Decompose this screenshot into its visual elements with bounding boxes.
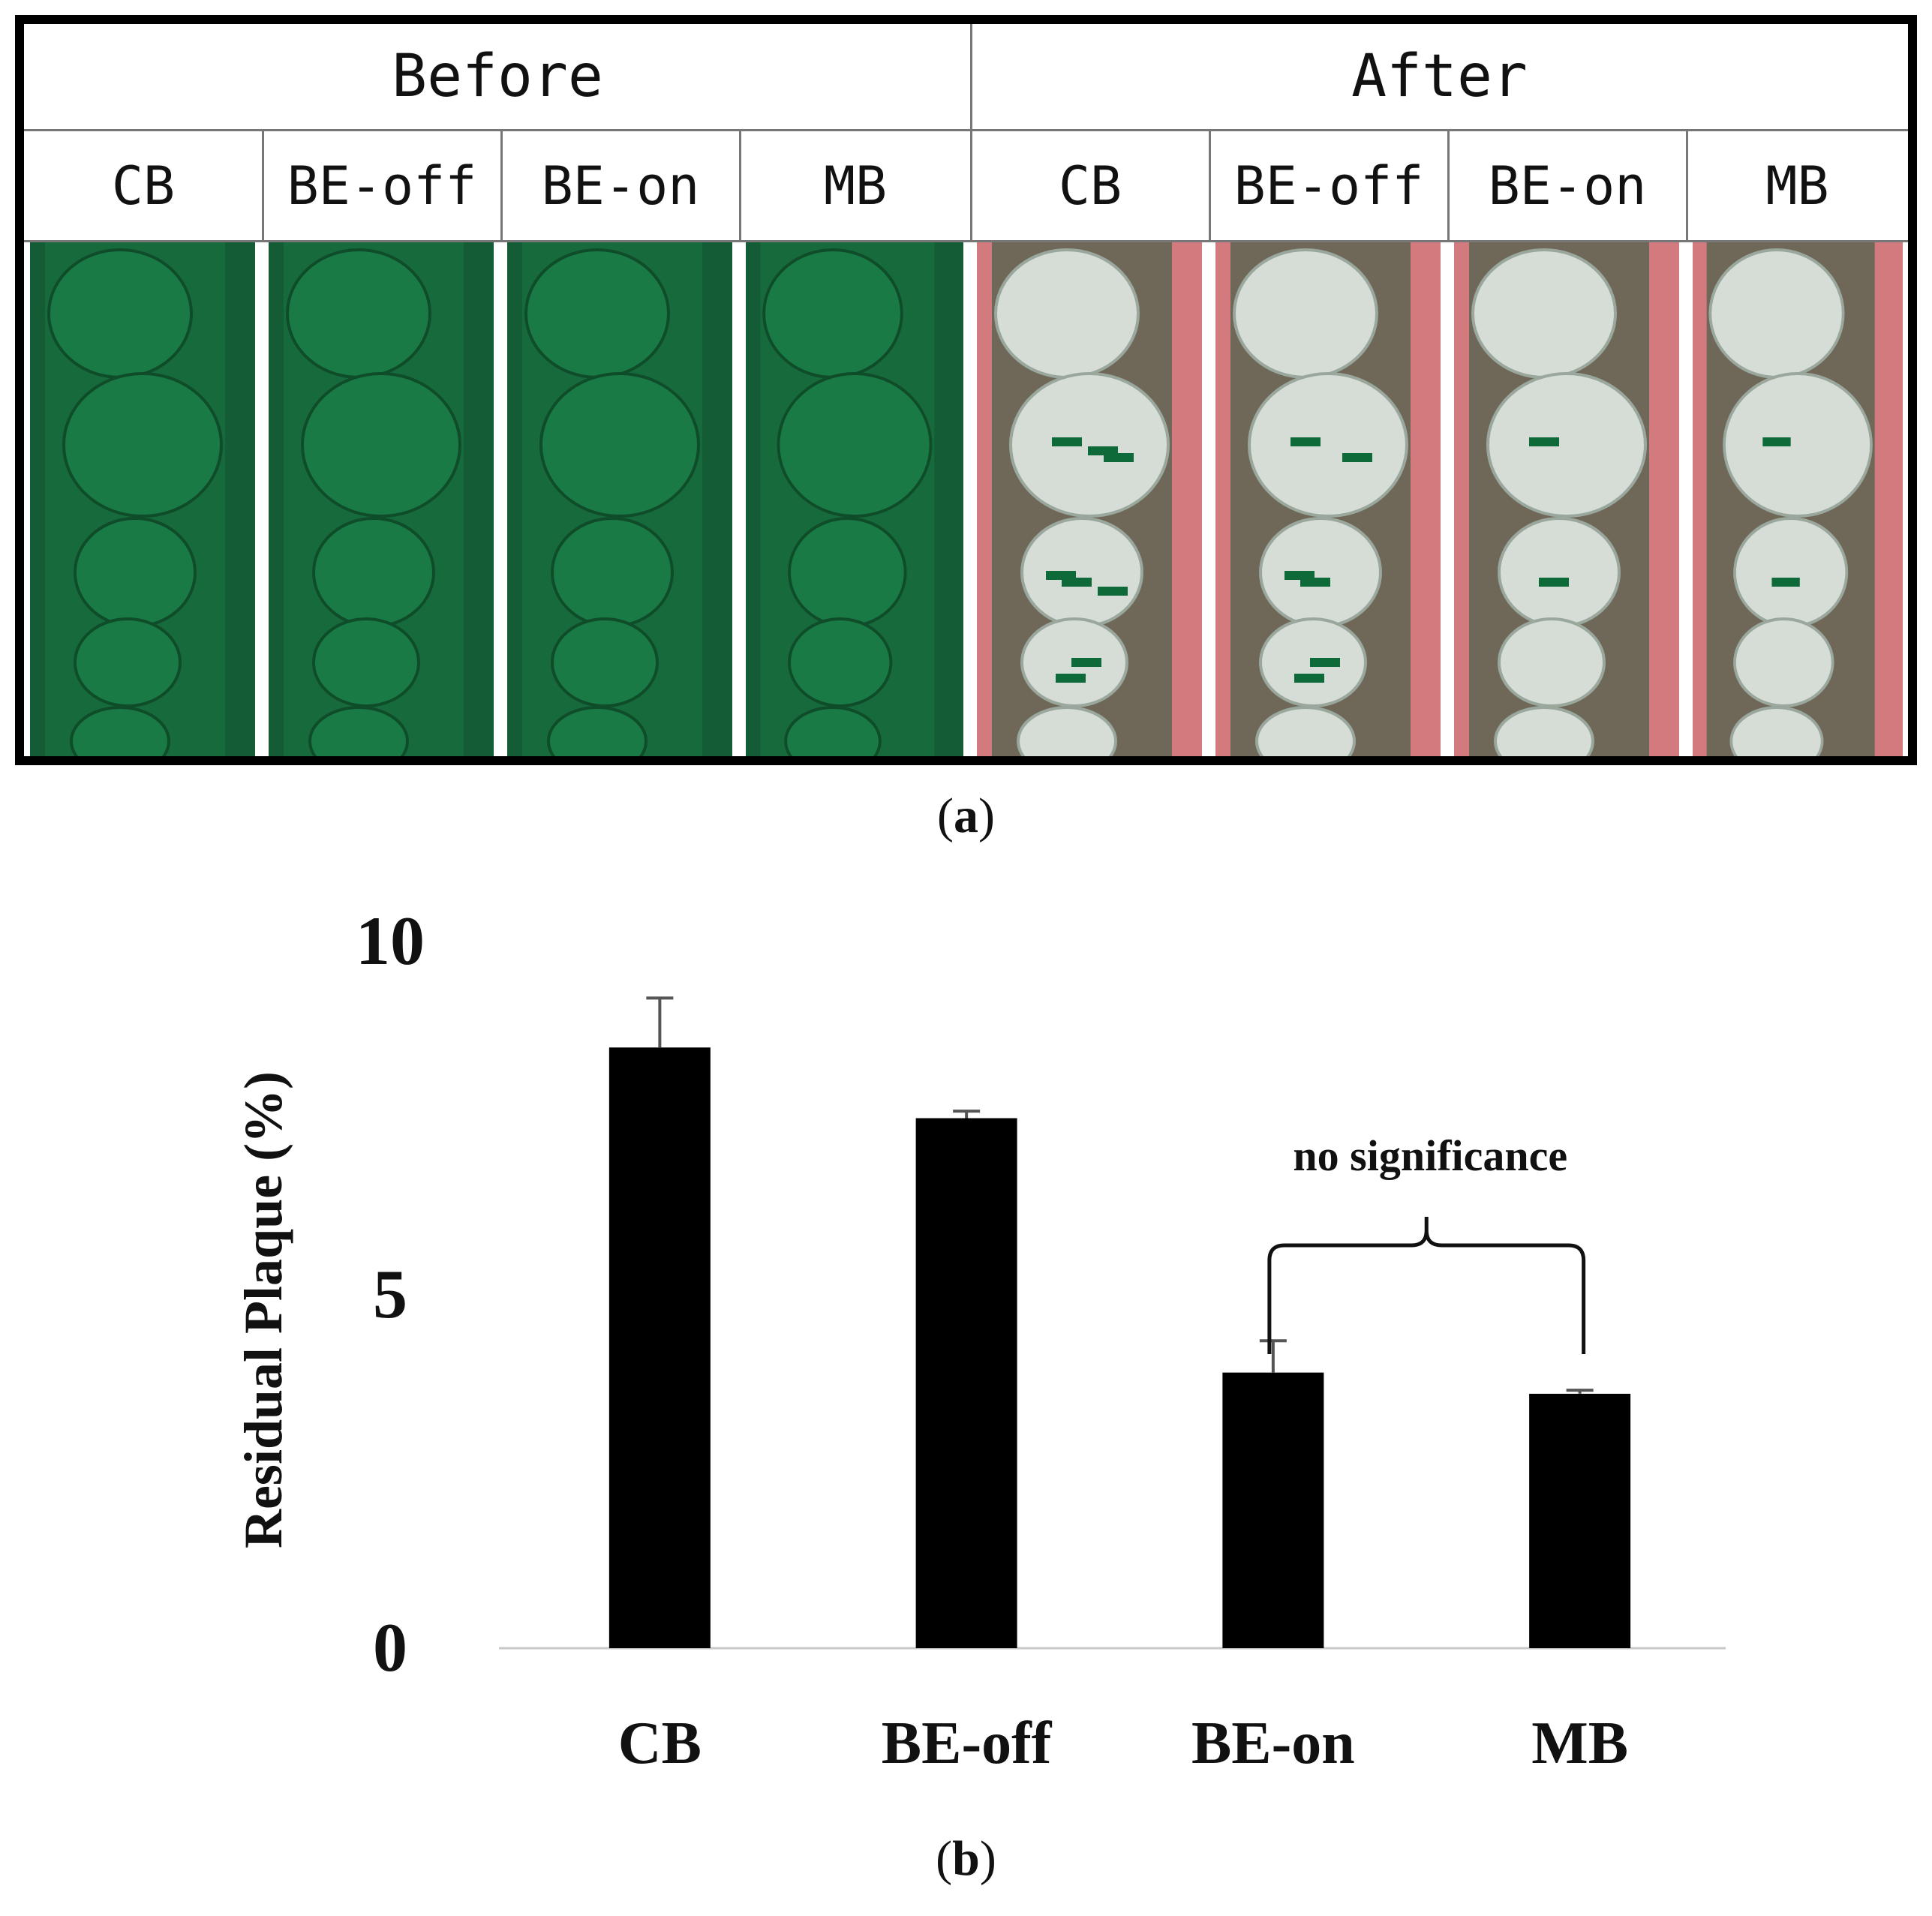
before-mb-tooth-photo [746,242,963,756]
significance-brace [1267,1217,1586,1354]
column-divider [500,131,503,242]
column-header-after-cb: CB [1058,155,1122,217]
column-divider [262,131,264,242]
residual-plaque-bar-chart: 0 5 10 Residual Plaque (%) CB BE-off BE-on MB no… [233,902,1726,1776]
group-header-after: After [1351,43,1528,110]
bar-cb [608,1047,711,1648]
significance-annotation: no significance [1293,1131,1567,1180]
bar-be-off [915,1118,1017,1648]
y-tick-label: 0 [373,1609,407,1686]
x-tick-label-be-off: BE-off [882,1710,1053,1776]
group-divider [970,24,972,242]
column-header-before-be-off: BE-off [287,155,477,217]
column-header-after-mb: MB [1765,155,1829,217]
x-tick-label-be-on: BE-on [1191,1710,1355,1776]
bar-mb [1529,1393,1631,1648]
x-tick-label-mb: MB [1531,1710,1628,1776]
panel-b-caption: (b) [936,1831,996,1886]
after-cb-tooth-photo [977,242,1202,756]
column-header-before-be-on: BE-on [541,155,700,217]
column-header-after-be-on: BE-on [1488,155,1647,217]
before-be-on-tooth-photo [507,242,732,756]
column-header-before-cb: CB [111,155,176,217]
y-tick-label: 5 [373,1256,407,1332]
column-divider [739,131,741,242]
column-divider [1686,131,1688,242]
tooth-photo-row [24,242,1908,756]
y-axis-title: Residual Plaque (%) [233,1071,293,1548]
before-be-off-tooth-photo [269,242,494,756]
group-header-before: Before [392,43,603,110]
column-header-row: CB BE-off BE-on MB CB BE-off BE-on MB [24,131,1908,242]
after-mb-tooth-photo [1693,242,1903,756]
tooth-image-panel: Before After CB BE-off BE-on MB CB BE-of… [15,15,1917,765]
column-divider [1209,131,1211,242]
before-cb-tooth-photo [30,242,255,756]
column-header-after-be-off: BE-off [1233,155,1424,217]
y-tick-label: 10 [356,902,425,979]
after-be-on-tooth-photo [1454,242,1679,756]
column-header-before-mb: MB [823,155,888,217]
bar-be-on [1222,1372,1324,1648]
after-be-off-tooth-photo [1215,242,1441,756]
x-tick-label-cb: CB [618,1710,702,1776]
group-header-row: Before After [24,24,1908,131]
panel-a-caption: (a) [937,788,995,843]
column-divider [1447,131,1450,242]
